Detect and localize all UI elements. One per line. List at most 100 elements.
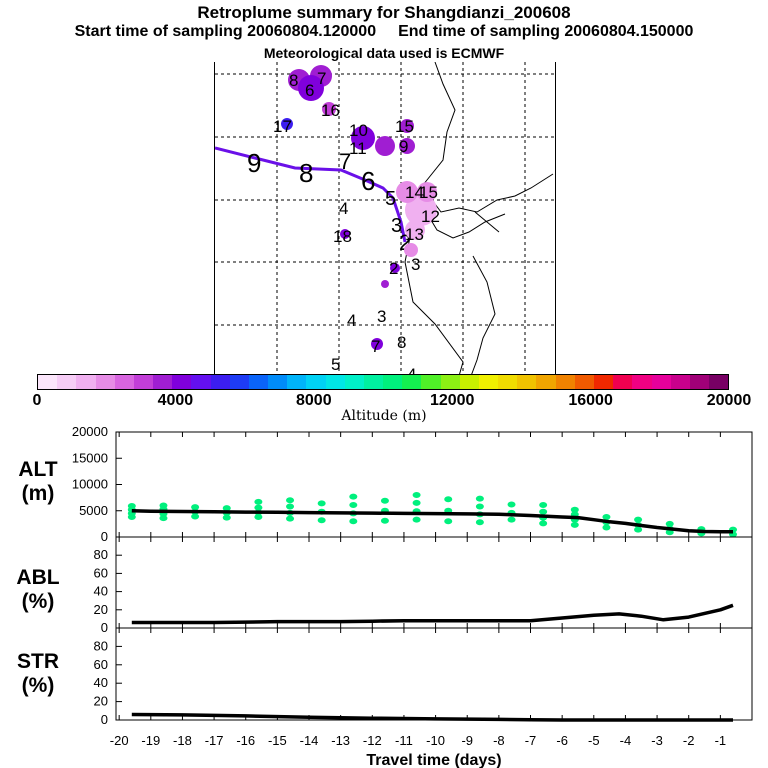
alt-panel-label: ALT (m) [10,458,66,506]
xtick-label: -18 [173,733,192,748]
cluster-label: 11 [349,139,367,158]
cluster-label: 17 [273,117,292,136]
colorbar-swatch [325,375,345,389]
abl-panel-label: ABL (%) [10,566,66,614]
xtick-label: -1 [715,733,727,748]
xtick-label: -2 [683,733,695,748]
colorbar-swatch [498,375,518,389]
colorbar-swatch [172,375,192,389]
altitude-colorbar [37,374,729,390]
xtick-label: -13 [331,733,350,748]
cluster-label: 18 [333,227,352,246]
end-time-label: End time of sampling 20060804.150000 [398,23,694,40]
cluster-label: 5 [331,355,340,374]
cluster-label: 2 [389,259,398,278]
particle-point [159,506,168,513]
colorbar-swatch [306,375,326,389]
colorbar-swatch [670,375,690,389]
particle-point [349,493,358,500]
particle-point [475,503,484,510]
cluster-label: 9 [399,137,408,156]
series-marker: 9 [247,148,261,178]
cluster-label: 10 [349,121,368,140]
colorbar-swatch [363,375,384,389]
particle-point [127,503,136,510]
xtick-label: -16 [236,733,255,748]
str-label-line1: STR [17,650,59,673]
particle-point [254,509,263,516]
particle-point [380,507,389,514]
xtick-label: -4 [620,733,632,748]
particle-point [634,526,643,533]
particle-point [634,521,643,528]
alt-series-line [131,509,733,534]
particle-point [254,498,263,505]
particle-point [349,510,358,517]
cluster-label: 4 [347,311,356,330]
particle-point [570,516,579,523]
cluster-blob [371,338,383,350]
met-data-label: Meteorological data used is ECMWF [263,45,505,61]
colorbar-swatch [95,375,115,389]
xtick-label: -15 [268,733,287,748]
particle-point [127,514,136,521]
particle-point [475,519,484,526]
colorbar-swatch [421,375,441,389]
series-marker: 7 [339,149,351,174]
particle-point [222,514,231,521]
particle-point [191,508,200,515]
str-ytick-label: 0 [101,712,108,727]
cluster-blob [404,243,418,257]
colorbar-swatch [459,375,479,389]
colorbar-swatch [383,375,403,389]
series-marker: 3 [391,215,402,237]
particle-point [191,513,200,520]
particle-point [602,514,611,521]
particle-point [444,507,453,514]
chart-title: Retroplume summary for Shangdianzi_20060… [197,3,571,22]
cluster-label: 7 [371,337,380,356]
cluster-label: 4 [339,199,348,218]
particle-point [602,519,611,526]
retroplume-map: 9 8 7 6 5 4 3 2 1 [214,62,556,376]
cluster-blobs [281,65,437,350]
colorbar-swatch [344,375,364,389]
particle-point [570,511,579,518]
cluster-labels: 8 7 6 16 17 10 11 15 9 4 18 14 15 13 12 … [273,69,440,376]
particle-point [127,506,136,513]
alt-ytick-label: 5000 [79,503,108,518]
cluster-blob [390,263,400,273]
particle-point [159,510,168,517]
xaxis-title: Travel time (days) [366,752,501,768]
colorbar-tick-label: 4000 [157,392,194,409]
particle-point [317,517,326,524]
abl-ytick-label: 60 [94,565,108,580]
particle-point [634,516,643,523]
colorbar-swatch [210,375,230,389]
particle-point [444,518,453,525]
colorbar-swatch [38,375,58,389]
alt-ytick-label: 10000 [72,477,108,492]
cluster-label: 3 [411,255,420,274]
particle-point [222,505,231,512]
colorbar-swatch [613,375,633,389]
colorbar-swatch [153,375,173,389]
str-label-line2: (%) [21,674,55,697]
particle-point [286,497,295,504]
colorbar-swatch [287,375,307,389]
particle-point [317,500,326,507]
colorbar-tick-label: 8000 [296,392,332,409]
xtick-label: -10 [426,733,445,748]
particle-point [254,504,263,511]
series-marker: 5 [385,188,396,210]
map-canvas: 9 8 7 6 5 4 3 2 1 [215,62,555,376]
particle-point [539,501,548,508]
particle-point [729,531,738,538]
cluster-blob [399,138,415,154]
xtick-label: -3 [651,733,663,748]
xtick-label: -19 [141,733,160,748]
cluster-label: 8 [397,333,406,352]
xtick-label: -9 [461,733,473,748]
particle-point [539,508,548,515]
cluster-label: 7 [317,69,326,88]
